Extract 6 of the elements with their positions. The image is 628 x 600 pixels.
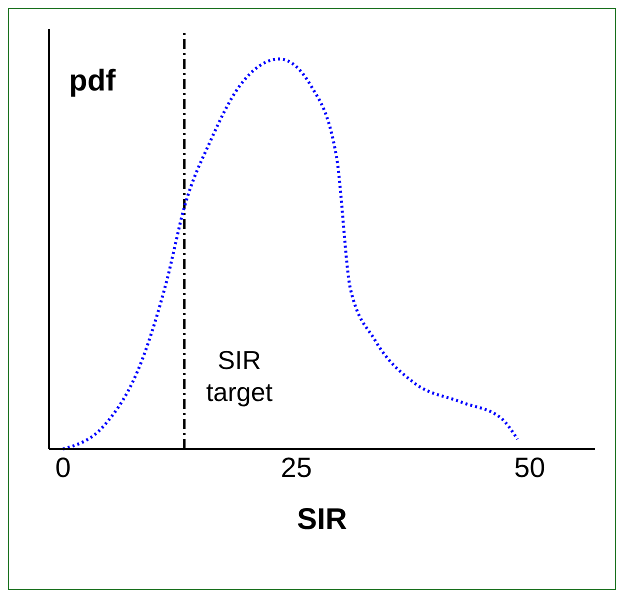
x-tick-label: 50 xyxy=(514,452,546,483)
y-axis-title: pdf xyxy=(69,64,117,98)
ref-line-label: SIR target xyxy=(206,345,274,407)
x-axis-title: SIR xyxy=(296,503,348,536)
x-tick-label: 0 xyxy=(55,452,71,483)
x-tick-label: 25 xyxy=(280,452,312,483)
